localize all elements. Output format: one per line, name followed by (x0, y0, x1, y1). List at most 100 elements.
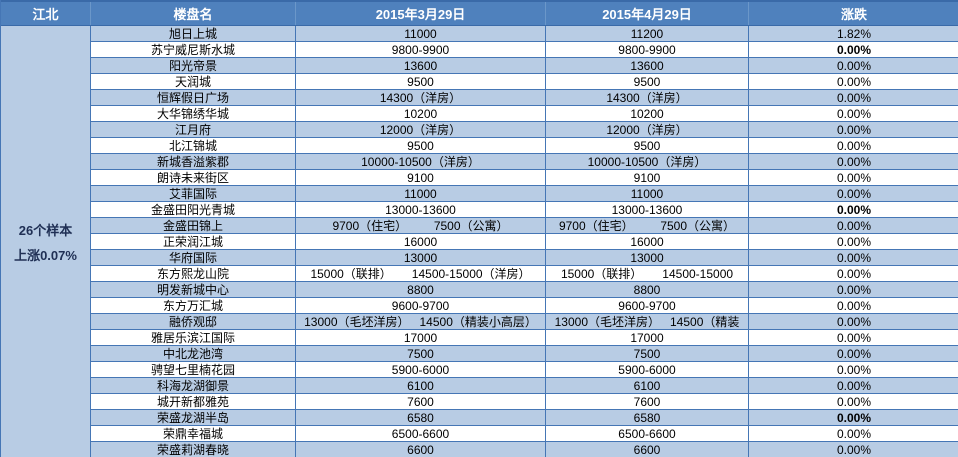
property-name-cell[interactable]: 天润城 (91, 74, 296, 89)
price-april-cell[interactable]: 14300（洋房） (546, 90, 749, 105)
price-march-cell[interactable]: 6100 (296, 378, 546, 393)
change-cell[interactable]: 0.00% (836, 234, 872, 249)
price-april-cell[interactable]: 5900-6000 (546, 362, 749, 377)
property-name-cell[interactable]: 中北龙池湾 (91, 346, 296, 361)
price-april-cell[interactable]: 7600 (546, 394, 749, 409)
price-april-cell[interactable]: 8800 (546, 282, 749, 297)
property-name-cell[interactable]: 融侨观邸 (91, 314, 296, 329)
property-name-cell[interactable]: 荣盛龙湖半岛 (91, 410, 296, 425)
change-cell[interactable]: 0.00% (836, 58, 872, 73)
price-march-cell[interactable]: 9800-9900 (296, 42, 546, 57)
property-name-cell[interactable]: 北江锦城 (91, 138, 296, 153)
property-name-cell[interactable]: 恒辉假日广场 (91, 90, 296, 105)
price-april-cell[interactable]: 9500 (546, 138, 749, 153)
change-cell[interactable]: 0.00% (836, 42, 872, 57)
price-april-cell[interactable]: 9700（住宅） 7500（公寓） (546, 218, 749, 233)
change-cell[interactable]: 0.00% (836, 442, 872, 457)
price-march-cell[interactable]: 13000-13600 (296, 202, 546, 217)
change-cell[interactable]: 0.00% (836, 202, 872, 217)
property-name-cell[interactable]: 朗诗未来街区 (91, 170, 296, 185)
price-april-cell[interactable]: 6580 (546, 410, 749, 425)
price-april-cell[interactable]: 6100 (546, 378, 749, 393)
property-name-cell[interactable]: 阳光帝景 (91, 58, 296, 73)
price-march-cell[interactable]: 9700（住宅） 7500（公寓） (296, 218, 546, 233)
header-region[interactable]: 江北 (1, 2, 91, 25)
price-march-cell[interactable]: 5900-6000 (296, 362, 546, 377)
change-cell[interactable]: 0.00% (836, 170, 872, 185)
header-change[interactable]: 涨跌 (840, 7, 867, 22)
price-march-cell[interactable]: 12000（洋房） (296, 122, 546, 137)
price-march-cell[interactable]: 7500 (296, 346, 546, 361)
change-cell[interactable]: 0.00% (836, 266, 872, 281)
price-april-cell[interactable]: 13600 (546, 58, 749, 73)
price-march-cell[interactable]: 13000（毛坯洋房） 14500（精装小高层） (296, 314, 546, 329)
price-march-cell[interactable]: 13600 (296, 58, 546, 73)
property-name-cell[interactable]: 明发新城中心 (91, 282, 296, 297)
price-march-cell[interactable]: 8800 (296, 282, 546, 297)
header-date-april[interactable]: 2015年4月29日 (546, 2, 749, 25)
property-name-cell[interactable]: 荣鼎幸福城 (91, 426, 296, 441)
price-april-cell[interactable]: 13000（毛坯洋房） 14500（精装 (546, 314, 749, 329)
change-cell[interactable]: 0.00% (836, 282, 872, 297)
property-name-cell[interactable]: 艾菲国际 (91, 186, 296, 201)
change-cell[interactable]: 1.82% (836, 26, 872, 41)
price-march-cell[interactable]: 6600 (296, 442, 546, 457)
change-cell[interactable]: 0.00% (836, 394, 872, 409)
price-april-cell[interactable]: 9100 (546, 170, 749, 185)
price-march-cell[interactable]: 9500 (296, 138, 546, 153)
property-name-cell[interactable]: 雅居乐滨江国际 (91, 330, 296, 345)
header-date-march[interactable]: 2015年3月29日 (296, 2, 546, 25)
price-march-cell[interactable]: 11000 (296, 186, 546, 201)
change-cell[interactable]: 0.00% (836, 298, 872, 313)
price-march-cell[interactable]: 6580 (296, 410, 546, 425)
price-april-cell[interactable]: 6600 (546, 442, 749, 457)
price-march-cell[interactable]: 14300（洋房） (296, 90, 546, 105)
header-property-name[interactable]: 楼盘名 (91, 2, 296, 25)
change-cell[interactable]: 0.00% (836, 106, 872, 121)
property-name-cell[interactable]: 金盛田锦上 (91, 218, 296, 233)
price-march-cell[interactable]: 17000 (296, 330, 546, 345)
price-april-cell[interactable]: 11000 (546, 186, 749, 201)
property-name-cell[interactable]: 旭日上城 (91, 26, 296, 41)
price-march-cell[interactable]: 15000（联排） 14500-15000（洋房） (296, 266, 546, 281)
change-cell[interactable]: 0.00% (836, 362, 872, 377)
property-name-cell[interactable]: 华府国际 (91, 250, 296, 265)
property-name-cell[interactable]: 苏宁威尼斯水城 (91, 42, 296, 57)
property-name-cell[interactable]: 江月府 (91, 122, 296, 137)
price-april-cell[interactable]: 10000-10500（洋房） (546, 154, 749, 169)
price-march-cell[interactable]: 6500-6600 (296, 426, 546, 441)
change-cell[interactable]: 0.00% (836, 218, 872, 233)
property-name-cell[interactable]: 大华锦绣华城 (91, 106, 296, 121)
change-cell[interactable]: 0.00% (836, 426, 872, 441)
change-cell[interactable]: 0.00% (836, 90, 872, 105)
property-name-cell[interactable]: 新城香溢紫郡 (91, 154, 296, 169)
property-name-cell[interactable]: 城开新都雅苑 (91, 394, 296, 409)
change-cell[interactable]: 0.00% (836, 250, 872, 265)
change-cell[interactable]: 0.00% (836, 330, 872, 345)
price-april-cell[interactable]: 12000（洋房） (546, 122, 749, 137)
change-cell[interactable]: 0.00% (836, 154, 872, 169)
change-cell[interactable]: 0.00% (836, 122, 872, 137)
property-name-cell[interactable]: 骋望七里楠花园 (91, 362, 296, 377)
price-march-cell[interactable]: 10200 (296, 106, 546, 121)
change-cell[interactable]: 0.00% (836, 74, 872, 89)
price-april-cell[interactable]: 7500 (546, 346, 749, 361)
change-cell[interactable]: 0.00% (836, 346, 872, 361)
change-cell[interactable]: 0.00% (836, 410, 872, 425)
property-name-cell[interactable]: 东方熙龙山院 (91, 266, 296, 281)
property-name-cell[interactable]: 正荣润江城 (91, 234, 296, 249)
property-name-cell[interactable]: 荣盛莉湖春晓 (91, 442, 296, 457)
price-april-cell[interactable]: 11200 (546, 26, 749, 41)
change-cell[interactable]: 0.00% (836, 314, 872, 329)
price-april-cell[interactable]: 16000 (546, 234, 749, 249)
price-march-cell[interactable]: 11000 (296, 26, 546, 41)
price-april-cell[interactable]: 9800-9900 (546, 42, 749, 57)
price-april-cell[interactable]: 6500-6600 (546, 426, 749, 441)
change-cell[interactable]: 0.00% (836, 378, 872, 393)
price-march-cell[interactable]: 16000 (296, 234, 546, 249)
price-march-cell[interactable]: 9600-9700 (296, 298, 546, 313)
property-name-cell[interactable]: 金盛田阳光青城 (91, 202, 296, 217)
price-march-cell[interactable]: 9100 (296, 170, 546, 185)
price-april-cell[interactable]: 10200 (546, 106, 749, 121)
price-march-cell[interactable]: 7600 (296, 394, 546, 409)
